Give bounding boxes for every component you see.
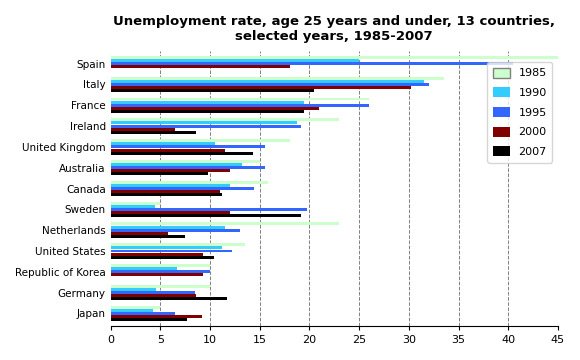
Bar [111, 297, 227, 300]
Bar [111, 187, 254, 190]
Bar [111, 264, 210, 267]
Bar [111, 190, 220, 193]
Bar [111, 267, 177, 270]
Bar [111, 65, 289, 68]
Bar [111, 288, 157, 291]
Bar [111, 193, 222, 196]
Bar [111, 208, 307, 211]
Bar [111, 214, 302, 217]
Bar [111, 235, 185, 238]
Bar [111, 270, 210, 273]
Bar [111, 274, 203, 276]
Bar [111, 312, 175, 315]
Bar [111, 318, 187, 321]
Bar [111, 309, 153, 312]
Bar [111, 110, 304, 113]
Bar [111, 172, 208, 175]
Bar [111, 166, 264, 169]
Bar [111, 181, 268, 184]
Bar [111, 89, 314, 92]
Bar [111, 232, 168, 235]
Bar [111, 62, 513, 65]
Title: Unemployment rate, age 25 years and under, 13 countries,
selected years, 1985-20: Unemployment rate, age 25 years and unde… [113, 15, 555, 43]
Bar [111, 125, 302, 127]
Bar [111, 306, 160, 309]
Bar [111, 229, 240, 232]
Bar [111, 202, 160, 204]
Bar [111, 98, 369, 100]
Bar [111, 315, 202, 318]
Bar [111, 222, 339, 225]
Bar [111, 169, 230, 172]
Legend: 1985, 1990, 1995, 2000, 2007: 1985, 1990, 1995, 2000, 2007 [487, 62, 552, 163]
Bar [111, 291, 195, 294]
Bar [111, 77, 444, 80]
Bar [111, 246, 222, 249]
Bar [111, 243, 245, 246]
Bar [111, 128, 175, 131]
Bar [111, 83, 429, 86]
Bar [111, 294, 196, 297]
Bar [111, 107, 320, 110]
Bar [111, 163, 242, 166]
Bar [111, 139, 289, 142]
Bar [111, 184, 230, 187]
Bar [111, 118, 339, 121]
Bar [111, 253, 203, 256]
Bar [111, 256, 214, 259]
Bar [111, 56, 558, 59]
Bar [111, 101, 304, 104]
Bar [111, 145, 264, 148]
Bar [111, 121, 298, 125]
Bar [111, 226, 225, 229]
Bar [111, 152, 253, 155]
Bar [111, 205, 155, 208]
Bar [111, 86, 411, 89]
Bar [111, 80, 424, 83]
Bar [111, 104, 369, 107]
Bar [111, 285, 210, 288]
Bar [111, 131, 196, 134]
Bar [111, 149, 225, 152]
Bar [111, 160, 260, 163]
Bar [111, 59, 359, 62]
Bar [111, 249, 232, 252]
Bar [111, 142, 215, 145]
Bar [111, 211, 230, 214]
